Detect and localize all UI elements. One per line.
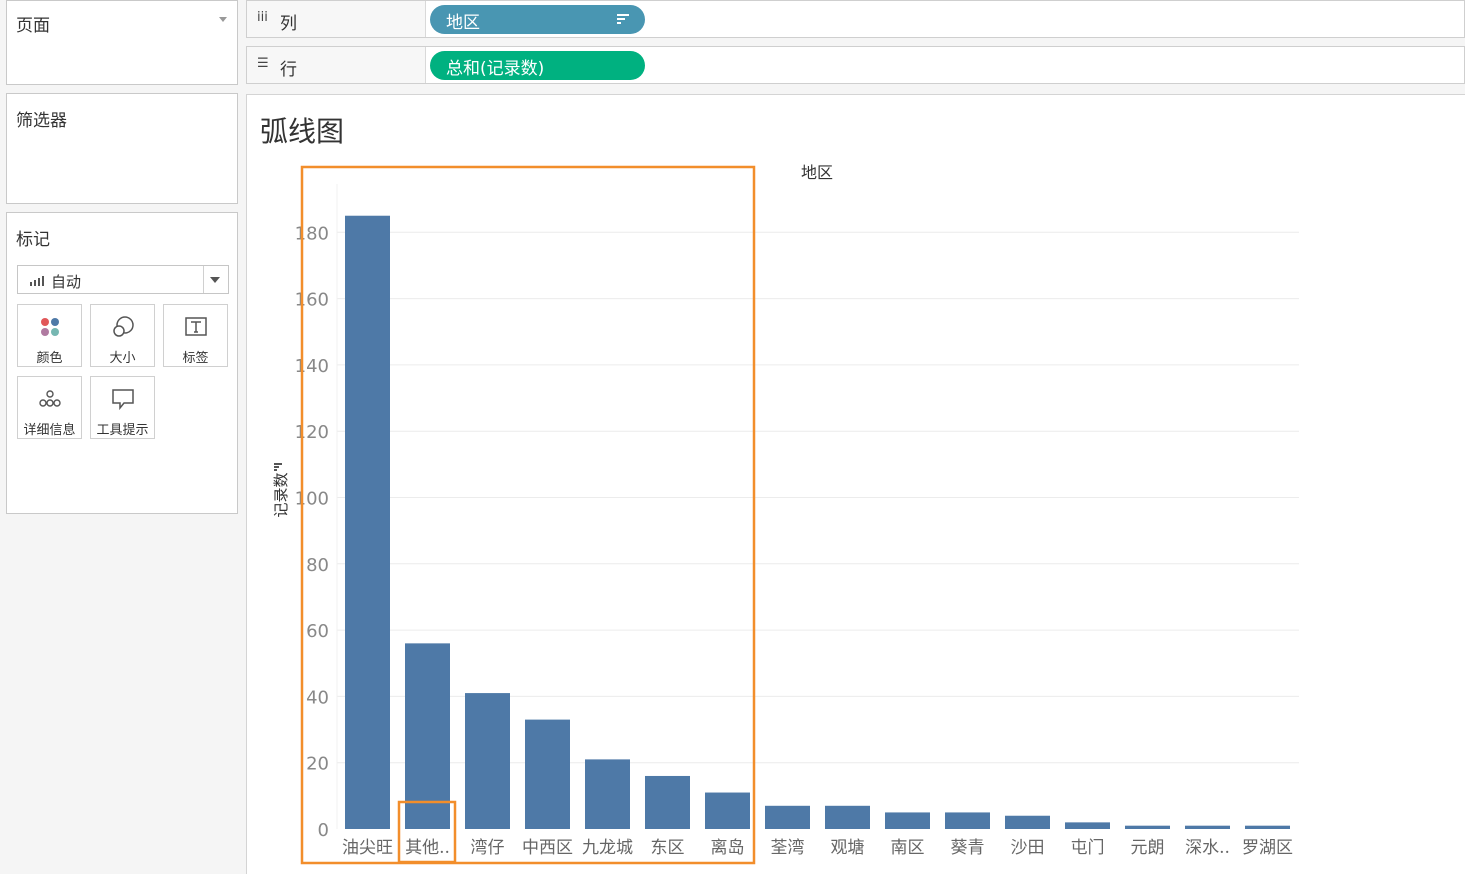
- pages-card: 页面: [6, 0, 238, 85]
- filters-card[interactable]: 筛选器: [6, 93, 238, 204]
- color-button-label: 颜色: [36, 351, 63, 366]
- category-label: 东区: [651, 838, 685, 858]
- columns-shelf[interactable]: iii 列 地区: [246, 0, 1465, 38]
- highlight-box: [397, 800, 457, 864]
- detail-icon: [38, 390, 61, 407]
- bar: [1065, 822, 1110, 829]
- columns-shelf-label: 列: [280, 14, 297, 34]
- rows-shelf[interactable]: ☰ 行 总和(记录数): [246, 46, 1465, 84]
- bar-chart-icon: [30, 276, 44, 286]
- y-tick-label: 120: [295, 422, 329, 443]
- bar: [1005, 815, 1050, 829]
- bar: [1185, 825, 1230, 829]
- marks-title: 标记: [16, 230, 50, 250]
- bar: [705, 792, 750, 829]
- category-label: 屯门: [1071, 838, 1105, 858]
- category-label: 元朗: [1131, 838, 1165, 858]
- category-label: 油尖旺: [342, 838, 393, 858]
- y-tick-label: 60: [306, 621, 329, 642]
- region-pill-label: 地区: [446, 13, 480, 33]
- columns-icon: iii: [257, 10, 268, 25]
- axis-sort-icon-bar: [274, 466, 279, 468]
- category-label: 罗湖区: [1242, 838, 1293, 858]
- category-label: 深水..: [1185, 838, 1230, 858]
- y-tick-label: 180: [295, 223, 329, 244]
- category-label: 湾仔: [471, 838, 505, 858]
- color-button[interactable]: 颜色: [17, 304, 82, 367]
- category-label: 中西区: [522, 838, 573, 858]
- y-tick-label: 160: [295, 290, 329, 311]
- bar: [825, 805, 870, 829]
- y-tick-label: 0: [318, 820, 329, 841]
- bar: [465, 693, 510, 829]
- rows-shelf-label: 行: [280, 60, 297, 80]
- axis-sort-icon-bar: [274, 463, 282, 465]
- bar: [405, 643, 450, 829]
- size-button-label: 大小: [109, 351, 136, 366]
- y-tick-label: 20: [306, 754, 329, 775]
- category-label: 南区: [891, 838, 925, 858]
- y-tick-label: 80: [306, 555, 329, 576]
- y-tick-label: 40: [306, 687, 329, 708]
- chevron-down-icon: [210, 277, 220, 283]
- pages-title: 页面: [16, 16, 50, 36]
- bar: [945, 812, 990, 829]
- bar: [585, 759, 630, 829]
- bar: [645, 775, 690, 829]
- bar: [525, 719, 570, 829]
- size-icon: [112, 316, 134, 337]
- text-label-icon: [184, 317, 207, 336]
- tooltip-icon: [111, 389, 134, 411]
- column-header-label: 地区: [801, 163, 833, 182]
- size-button[interactable]: 大小: [90, 304, 155, 367]
- detail-button-label: 详细信息: [23, 423, 76, 438]
- highlight-box: [300, 165, 756, 865]
- filters-title: 筛选器: [16, 111, 67, 131]
- bar: [1245, 825, 1290, 829]
- label-button[interactable]: 标签: [163, 304, 228, 367]
- y-axis-title: 记录数: [272, 472, 290, 517]
- dropdown-divider: [203, 266, 204, 293]
- record-count-pill[interactable]: 总和(记录数): [430, 51, 645, 80]
- y-tick-label: 140: [295, 356, 329, 377]
- sheet-title: 弧线图: [260, 115, 345, 148]
- rows-shelf-header: ☰ 行: [247, 47, 426, 83]
- color-icon: [40, 318, 59, 336]
- category-label: 观塘: [831, 838, 865, 858]
- columns-shelf-header: iii 列: [247, 1, 426, 37]
- bar: [1125, 825, 1170, 829]
- axis-sort-icon-bar: [274, 469, 277, 471]
- mark-type-dropdown[interactable]: 自动: [17, 265, 229, 294]
- bar: [345, 215, 390, 830]
- bar: [885, 812, 930, 829]
- marks-card: 标记 自动 颜色 大小: [6, 212, 238, 514]
- category-label: 九龙城: [582, 838, 633, 858]
- tooltip-button[interactable]: 工具提示: [90, 376, 155, 439]
- label-button-label: 标签: [182, 351, 209, 366]
- category-label: 沙田: [1011, 838, 1045, 858]
- category-label: 其他..: [405, 838, 450, 858]
- mark-type-label: 自动: [51, 273, 82, 291]
- category-label: 葵青: [951, 838, 985, 858]
- tooltip-button-label: 工具提示: [96, 423, 149, 438]
- category-label: 荃湾: [771, 838, 805, 858]
- chevron-down-icon[interactable]: [219, 17, 227, 22]
- y-tick-label: 100: [295, 489, 329, 510]
- bar: [765, 805, 810, 829]
- rows-icon: ☰: [257, 56, 269, 71]
- sort-descending-icon[interactable]: [617, 14, 629, 24]
- region-pill[interactable]: 地区: [430, 5, 645, 34]
- record-count-pill-label: 总和(记录数): [446, 59, 545, 79]
- category-label: 离岛: [711, 838, 745, 858]
- detail-button[interactable]: 详细信息: [17, 376, 82, 439]
